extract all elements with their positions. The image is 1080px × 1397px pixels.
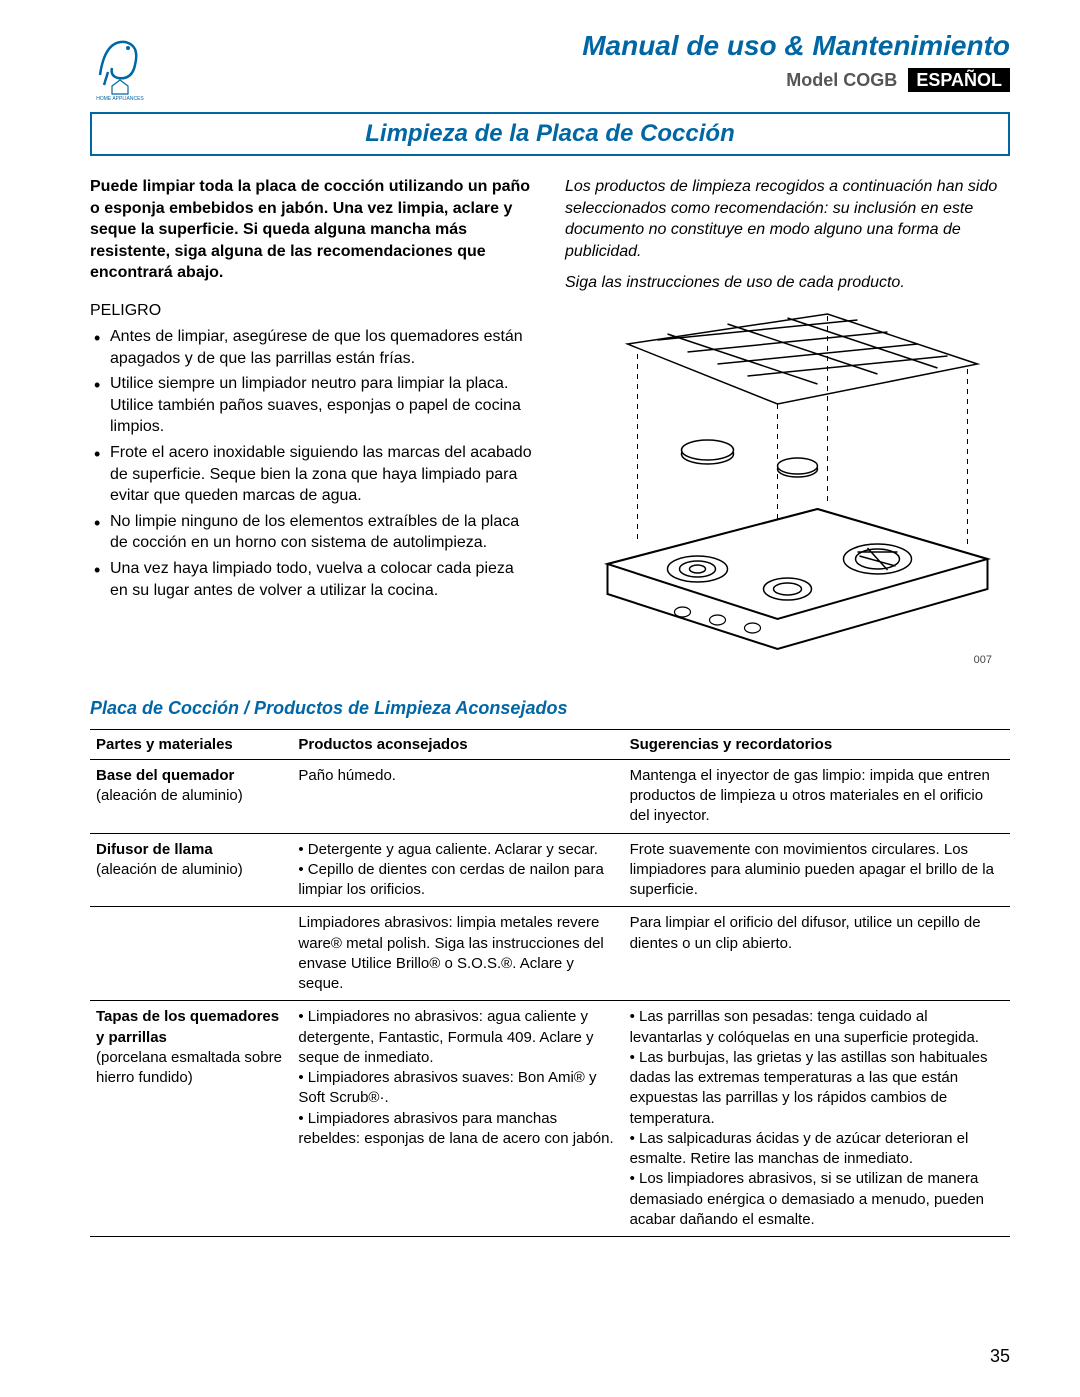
table-header-row: Partes y materialesProductos aconsejados… (90, 729, 1010, 759)
cell-tips: Mantenga el inyector de gas limpio: impi… (624, 759, 1010, 833)
table-row: Tapas de los quemadores y parrillas(porc… (90, 1001, 1010, 1237)
page-number: 35 (990, 1346, 1010, 1367)
language-badge: ESPAÑOL (908, 68, 1010, 92)
diagram-label: 007 (974, 654, 992, 666)
model-label: Model (786, 70, 838, 90)
danger-bullet: No limpie ninguno de los elementos extra… (90, 511, 535, 554)
intro-right-2: Siga las instrucciones de uso de cada pr… (565, 272, 1010, 294)
cell-part: Tapas de los quemadores y parrillas(porc… (90, 1001, 292, 1237)
cell-part: Base del quemador(aleación de aluminio) (90, 759, 292, 833)
cell-products: • Limpiadores no abrasivos: agua calient… (292, 1001, 623, 1237)
cell-products: Paño húmedo. (292, 759, 623, 833)
danger-label: PELIGRO (90, 302, 535, 320)
right-column: Los productos de limpieza recogidos a co… (565, 176, 1010, 674)
section-title-box: Limpieza de la Placa de Cocción (90, 112, 1010, 156)
two-column-area: Puede limpiar toda la placa de cocción u… (90, 176, 1010, 674)
cell-part: Difusor de llama(aleación de aluminio) (90, 833, 292, 907)
left-column: Puede limpiar toda la placa de cocción u… (90, 176, 535, 674)
page-header: HOME APPLIANCES Manual de uso & Mantenim… (90, 30, 1010, 100)
danger-bullet: Utilice siempre un limpiador neutro para… (90, 373, 535, 438)
svg-text:HOME APPLIANCES: HOME APPLIANCES (96, 96, 144, 100)
cell-products: Limpiadores abrasivos: limpia metales re… (292, 907, 623, 1001)
cell-part (90, 907, 292, 1001)
section-title: Limpieza de la Placa de Cocción (365, 120, 734, 147)
cell-tips: • Las parrillas son pesadas: tenga cuida… (624, 1001, 1010, 1237)
danger-bullet: Frote el acero inoxidable siguiendo las … (90, 442, 535, 507)
table-row: Difusor de llama(aleación de aluminio)• … (90, 833, 1010, 907)
products-table: Partes y materialesProductos aconsejados… (90, 729, 1010, 1237)
header-right: Manual de uso & Mantenimiento Model COGB… (582, 30, 1010, 91)
table-column-header: Sugerencias y recordatorios (624, 729, 1010, 759)
model-line: Model COGB ESPAÑOL (582, 70, 1010, 91)
table-column-header: Partes y materiales (90, 729, 292, 759)
intro-left: Puede limpiar toda la placa de cocción u… (90, 176, 535, 284)
brand-logo: HOME APPLIANCES (90, 30, 150, 100)
cell-products: • Detergente y agua caliente. Aclarar y … (292, 833, 623, 907)
table-column-header: Productos aconsejados (292, 729, 623, 759)
intro-right-1: Los productos de limpieza recogidos a co… (565, 176, 1010, 262)
manual-title: Manual de uso & Mantenimiento (582, 30, 1010, 62)
table-row: Base del quemador(aleación de aluminio)P… (90, 759, 1010, 833)
cell-tips: Frote suavemente con movimientos circula… (624, 833, 1010, 907)
cell-tips: Para limpiar el orificio del difusor, ut… (624, 907, 1010, 1001)
danger-bullets: Antes de limpiar, asegúrese de que los q… (90, 326, 535, 601)
model-value: COGB (843, 70, 897, 90)
table-heading: Placa de Cocción / Productos de Limpieza… (90, 698, 1010, 719)
danger-bullet: Antes de limpiar, asegúrese de que los q… (90, 326, 535, 369)
danger-bullet: Una vez haya limpiado todo, vuelva a col… (90, 558, 535, 601)
table-row: Limpiadores abrasivos: limpia metales re… (90, 907, 1010, 1001)
table-body: Base del quemador(aleación de aluminio)P… (90, 759, 1010, 1236)
cooktop-diagram: 007 (565, 304, 1010, 674)
